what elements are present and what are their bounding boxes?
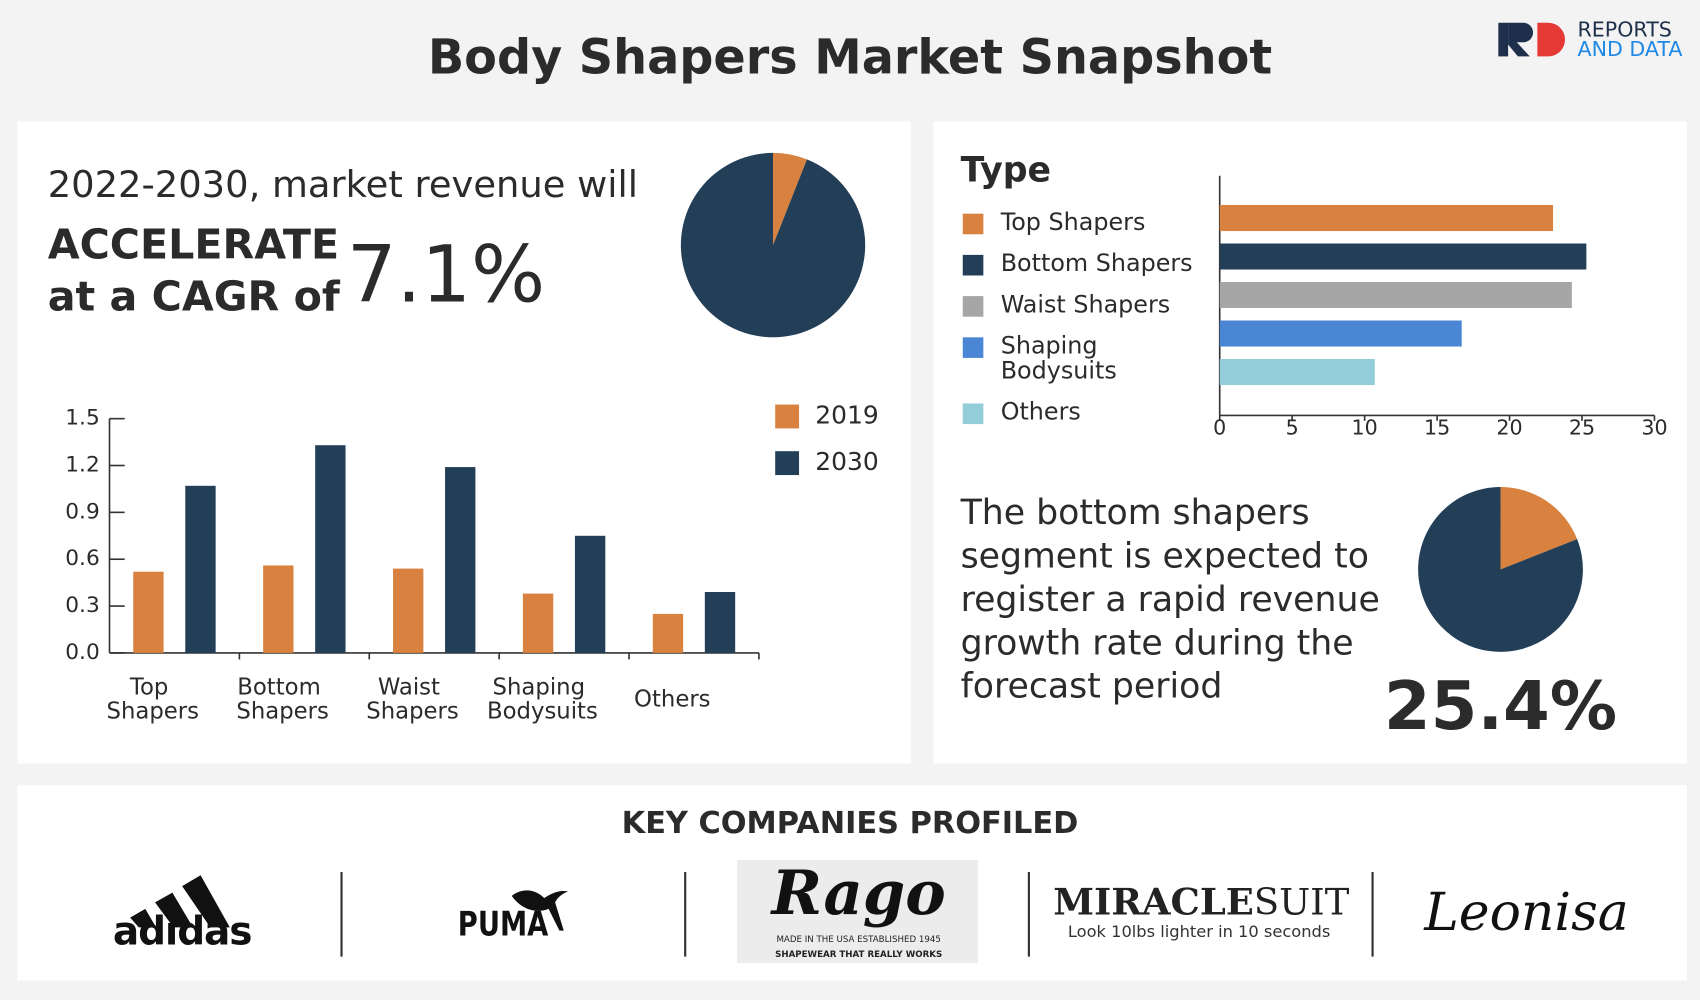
bar bbox=[1219, 359, 1375, 386]
text-line: Shaping bbox=[493, 674, 593, 700]
legend-label: Waist Shapers bbox=[1001, 290, 1170, 318]
x-tick-label: 5 bbox=[1286, 415, 1299, 439]
legend-swatch bbox=[962, 296, 984, 317]
company-tagline: Look 10lbs lighter in 10 seconds bbox=[1068, 922, 1330, 941]
legend-label: 2030 bbox=[815, 447, 878, 476]
logo-text: AND DATA bbox=[1577, 37, 1682, 61]
legend-label: Top Shapers bbox=[1000, 208, 1146, 236]
bar bbox=[1219, 281, 1572, 309]
company-logo: Leonisa bbox=[1423, 883, 1629, 943]
bar bbox=[133, 571, 164, 653]
y-tick-label: 1.5 bbox=[65, 406, 99, 431]
cagr-value: 7.1% bbox=[347, 230, 545, 320]
pie-slice bbox=[1500, 486, 1578, 570]
bar bbox=[185, 485, 216, 653]
x-tick-label: 20 bbox=[1496, 415, 1522, 439]
company-logo: MIRACLESUIT bbox=[1053, 879, 1349, 923]
text-line: Bodysuits bbox=[487, 698, 598, 724]
company-tagline: SHAPEWEAR THAT REALLY WORKS bbox=[775, 950, 942, 960]
bar bbox=[315, 445, 346, 653]
legend-swatch bbox=[775, 451, 800, 476]
y-tick-label: 0.3 bbox=[65, 593, 99, 618]
description: register a rapid revenue bbox=[961, 580, 1380, 620]
y-tick-label: 1.2 bbox=[65, 453, 99, 478]
x-tick-label: Others bbox=[634, 686, 711, 712]
bar bbox=[393, 568, 424, 653]
rago-box bbox=[737, 860, 978, 964]
bar bbox=[652, 613, 684, 653]
description: forecast period bbox=[961, 667, 1223, 707]
x-tick-label: 0 bbox=[1213, 415, 1226, 439]
bar bbox=[704, 592, 736, 653]
y-tick-label: 0.0 bbox=[65, 640, 99, 665]
description: The bottom shapers bbox=[960, 493, 1310, 533]
text-line: Others bbox=[634, 686, 711, 712]
headline-strong: ACCELERATE bbox=[48, 220, 339, 268]
legend-swatch bbox=[962, 337, 984, 358]
logo-r bbox=[1508, 22, 1534, 57]
legend-label: 2019 bbox=[815, 400, 878, 429]
company-tagline: MADE IN THE USA ESTABLISHED 1945 bbox=[776, 935, 940, 945]
pie-slice bbox=[680, 152, 866, 338]
y-tick-label: 0.6 bbox=[65, 546, 99, 571]
bar bbox=[522, 593, 554, 653]
logo-d bbox=[1537, 22, 1566, 57]
logo-part: MIRACLE bbox=[1053, 879, 1254, 923]
x-tick-label: 10 bbox=[1352, 415, 1378, 439]
pie-slice bbox=[1418, 486, 1583, 652]
legend-label: Shaping Bodysuits bbox=[1001, 331, 1117, 384]
companies-title: KEY COMPANIES PROFILED bbox=[622, 806, 1079, 841]
logo-text: REPORTS bbox=[1577, 17, 1671, 41]
adidas-stripes bbox=[130, 875, 230, 928]
text-line: Shapers bbox=[107, 698, 199, 724]
text-line: Bottom bbox=[237, 674, 328, 700]
x-tick-label: Top Shapers bbox=[107, 674, 199, 724]
company-logo: PUMA bbox=[458, 906, 549, 944]
description: growth rate during the bbox=[961, 623, 1354, 663]
logo-r bbox=[1498, 22, 1509, 57]
headline: 2022-2030, market revenue will bbox=[48, 163, 638, 206]
x-tick-label: 30 bbox=[1641, 415, 1667, 439]
pie-slice bbox=[773, 152, 807, 246]
text-line: Top bbox=[129, 674, 176, 700]
x-tick-label: Waist Shapers bbox=[366, 674, 458, 724]
text-line: Waist bbox=[378, 674, 447, 700]
x-tick-label: Bottom Shapers bbox=[236, 674, 328, 724]
bar bbox=[1219, 204, 1554, 232]
description: segment is expected to bbox=[961, 536, 1369, 576]
bar bbox=[574, 535, 606, 653]
legend-swatch bbox=[962, 254, 984, 276]
logo: REPORTS AND DATA bbox=[1498, 17, 1682, 61]
x-tick-label: Shaping Bodysuits bbox=[487, 674, 598, 724]
text-line: Shapers bbox=[236, 698, 328, 724]
legend-swatch bbox=[962, 213, 984, 235]
y-tick-label: 0.9 bbox=[65, 499, 99, 524]
bar bbox=[445, 467, 476, 653]
company-logo: adidas bbox=[113, 909, 252, 954]
legend-swatch bbox=[775, 404, 800, 429]
text-line: Shapers bbox=[366, 698, 458, 724]
bar bbox=[1219, 243, 1587, 270]
adidas-mark bbox=[130, 875, 230, 928]
legend-swatch bbox=[962, 403, 984, 425]
hbar-title: Type bbox=[961, 150, 1051, 190]
text-line: Bodysuits bbox=[1001, 356, 1117, 384]
logo-part: SUIT bbox=[1254, 880, 1350, 923]
x-tick-label: 25 bbox=[1569, 415, 1595, 439]
separators bbox=[340, 872, 1374, 957]
title: Body Shapers Market Snapshot bbox=[428, 31, 1272, 86]
legend-label: Bottom Shapers bbox=[1001, 249, 1193, 277]
puma-cat bbox=[511, 890, 569, 931]
legend-label: Others bbox=[1001, 398, 1081, 426]
x-tick-label: 15 bbox=[1424, 415, 1450, 439]
share-value: 25.4% bbox=[1384, 667, 1617, 745]
text-line: Shaping bbox=[1001, 331, 1105, 359]
bar bbox=[1219, 320, 1462, 347]
bar bbox=[263, 565, 294, 653]
headline-strong: at a CAGR of bbox=[48, 272, 341, 320]
company-logo: Rago bbox=[770, 858, 946, 929]
